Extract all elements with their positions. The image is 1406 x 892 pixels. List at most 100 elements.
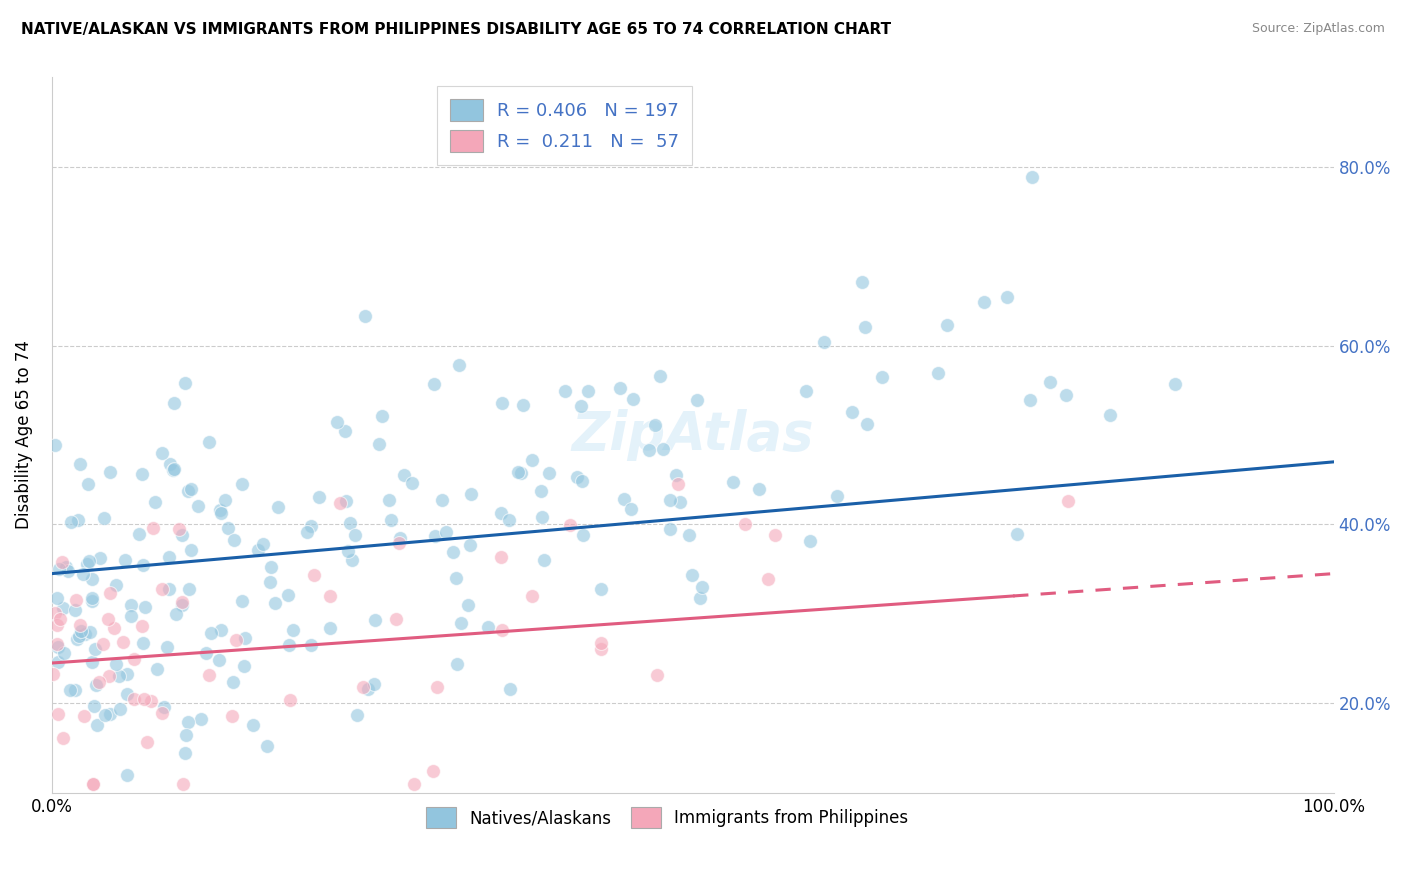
Point [364,613,387,627]
Point [132,636,155,650]
Point [136,735,159,749]
Point [128,526,150,541]
Point [609,381,631,395]
Point [172,594,194,608]
Text: NATIVE/ALASKAN VS IMMIGRANTS FROM PHILIPPINES DISABILITY AGE 65 TO 74 CORRELATIO: NATIVE/ALASKAN VS IMMIGRANTS FROM PHILIP… [21,22,891,37]
Point [283,623,305,637]
Point [222,533,245,548]
Point [209,624,232,638]
Point [198,435,221,450]
Point [423,377,446,392]
Point [177,582,200,596]
Point [571,474,593,488]
Point [97,669,120,683]
Point [218,521,240,535]
Point [103,621,125,635]
Point [344,527,367,541]
Point [851,275,873,289]
Point [153,699,176,714]
Point [449,358,471,372]
Text: Source: ZipAtlas.com: Source: ZipAtlas.com [1251,22,1385,36]
Point [79,624,101,639]
Point [232,659,254,673]
Point [370,409,392,423]
Point [177,714,200,729]
Point [80,591,103,606]
Point [207,653,229,667]
Point [131,558,153,573]
Point [326,416,349,430]
Point [142,520,165,534]
Point [571,527,593,541]
Point [67,630,90,644]
Point [973,295,995,310]
Point [98,585,121,599]
Point [46,591,69,605]
Point [52,731,75,745]
Point [266,500,288,515]
Point [1021,169,1043,184]
Point [55,560,77,574]
Point [748,482,770,496]
Point [165,607,187,621]
Point [565,470,588,484]
Point [872,370,894,384]
Point [122,692,145,706]
Point [1164,377,1187,392]
Point [686,393,709,408]
Point [82,594,104,608]
Point [66,632,89,647]
Point [46,655,69,669]
Point [446,657,468,671]
Point [794,384,817,399]
Point [457,598,479,612]
Point [120,598,142,612]
Point [446,571,468,585]
Point [76,558,98,572]
Point [51,555,73,569]
Point [430,492,453,507]
Point [658,493,681,508]
Text: ZipAtlas: ZipAtlas [571,409,814,461]
Point [295,524,318,539]
Point [434,524,457,539]
Point [423,529,446,543]
Point [813,334,835,349]
Point [180,482,202,496]
Point [72,567,94,582]
Point [363,677,385,691]
Point [637,443,659,458]
Point [132,691,155,706]
Point [94,708,117,723]
Point [263,596,285,610]
Point [336,543,359,558]
Point [353,309,375,323]
Point [665,468,688,483]
Point [115,666,138,681]
Point [763,528,786,542]
Point [621,392,644,406]
Point [63,603,86,617]
Point [299,638,322,652]
Point [652,442,675,456]
Point [277,588,299,602]
Point [70,624,93,638]
Point [682,567,704,582]
Point [252,537,274,551]
Point [356,682,378,697]
Point [84,678,107,692]
Point [645,667,668,681]
Legend: Natives/Alaskans, Immigrants from Philippines: Natives/Alaskans, Immigrants from Philip… [419,801,915,834]
Point [44,437,66,451]
Point [855,417,877,432]
Point [650,369,672,384]
Point [131,619,153,633]
Point [65,592,87,607]
Point [48,640,70,654]
Point [60,516,83,530]
Point [333,424,356,438]
Point [82,572,104,586]
Point [167,522,190,536]
Point [157,550,180,565]
Point [491,506,513,520]
